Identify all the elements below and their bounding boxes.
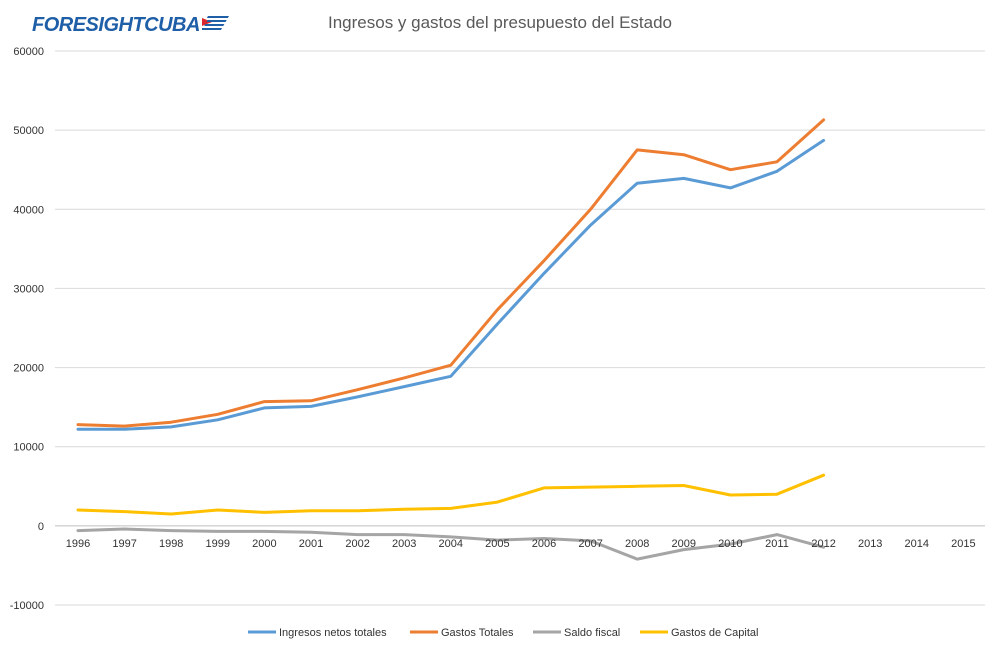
y-tick-label: 50000: [13, 125, 44, 137]
y-tick-label: 10000: [13, 442, 44, 454]
y-tick-label: 60000: [13, 46, 44, 58]
y-axis: -10000 0 10000 20000 30000 40000 50000 60000: [10, 46, 44, 612]
x-tick-label: 2007: [578, 538, 602, 550]
legend: Ingresos netos totales Gastos Totales Sald…: [248, 627, 758, 639]
x-tick-label: 1996: [66, 538, 90, 550]
series-line: [76, 473, 826, 516]
x-tick-label: 2012: [811, 538, 835, 550]
x-tick-label: 2000: [252, 538, 276, 550]
series-line: [76, 527, 826, 561]
x-tick-label: 2002: [345, 538, 369, 550]
y-tick-label: 20000: [13, 363, 44, 375]
x-tick-label: 2010: [718, 538, 742, 550]
x-tick-label: 2003: [392, 538, 416, 550]
x-tick-label: 2009: [672, 538, 696, 550]
x-tick-label: 2013: [858, 538, 882, 550]
legend-label: Gastos de Capital: [671, 627, 758, 639]
x-tick-label: 2014: [905, 538, 929, 550]
x-tick-label: 2006: [532, 538, 556, 550]
y-tick-label: 40000: [13, 204, 44, 216]
logo: FORESIGHTCUBA: [32, 14, 230, 37]
x-tick-label: 2015: [951, 538, 975, 550]
series-group: [76, 118, 826, 561]
logo-text: FORESIGHTCUBA: [32, 14, 200, 36]
y-tick-label: 30000: [13, 283, 44, 295]
x-tick-label: 2011: [765, 538, 789, 550]
x-tick-label: 2005: [485, 538, 509, 550]
x-tick-label: 2008: [625, 538, 649, 550]
legend-label: Saldo fiscal: [564, 627, 620, 639]
x-tick-label: 2001: [299, 538, 323, 550]
chart-title: Ingresos y gastos del presupuesto del Es…: [328, 13, 672, 32]
y-tick-label: 0: [38, 521, 44, 533]
grid: [55, 50, 985, 606]
x-tick-label: 1998: [159, 538, 183, 550]
x-tick-label: 1997: [112, 538, 136, 550]
legend-label: Gastos Totales: [441, 627, 514, 639]
flag-icon: [199, 16, 229, 30]
x-tick-label: 2004: [439, 538, 463, 550]
x-tick-label: 1999: [206, 538, 230, 550]
legend-label: Ingresos netos totales: [279, 627, 387, 639]
x-tick-labels: 1996 1997 1998 1999 2000 2001 2002 2003 2004 2005…: [66, 538, 976, 550]
y-tick-label: -10000: [10, 600, 44, 612]
series-line: [76, 118, 826, 428]
series-line: [76, 138, 826, 431]
